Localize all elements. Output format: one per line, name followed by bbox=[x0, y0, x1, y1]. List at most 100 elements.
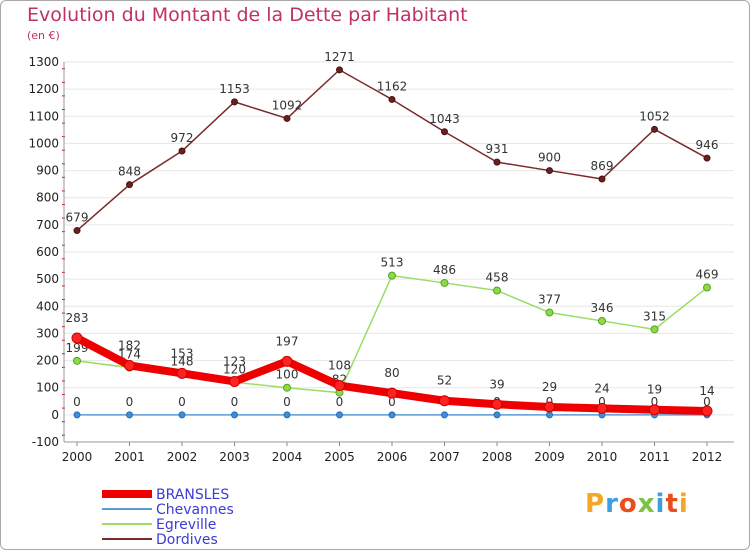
series-dordives: 679 848 972 1153 1092 1271 1162 1043 931 900 869 10… bbox=[66, 50, 718, 235]
data-label: 486 bbox=[433, 263, 456, 277]
data-point bbox=[493, 411, 501, 419]
legend-label: BRANSLES bbox=[156, 487, 229, 503]
data-label: 0 bbox=[178, 395, 186, 409]
series-bransles: 283 182 153 123 197 108 80 52 39 29 24 19 14 bbox=[66, 311, 715, 417]
x-tick-label: 2010 bbox=[587, 450, 618, 464]
data-point bbox=[386, 387, 398, 399]
data-point bbox=[439, 395, 450, 407]
data-point bbox=[440, 278, 449, 287]
data-point bbox=[336, 411, 343, 419]
data-label: 108 bbox=[328, 359, 351, 373]
data-label: 346 bbox=[591, 301, 614, 315]
data-point bbox=[651, 125, 658, 133]
data-label: 197 bbox=[276, 334, 299, 348]
data-label: 1271 bbox=[324, 50, 355, 64]
data-point bbox=[493, 158, 501, 166]
x-tick-label: 2007 bbox=[429, 450, 460, 464]
data-label: 513 bbox=[381, 256, 404, 270]
data-label: 1162 bbox=[377, 79, 408, 93]
data-label: 1092 bbox=[272, 98, 303, 112]
data-point bbox=[231, 411, 238, 419]
data-point bbox=[703, 154, 711, 162]
proxiti-logo: Proxiti bbox=[585, 489, 689, 519]
x-tick-label: 2011 bbox=[639, 450, 670, 464]
data-label: 29 bbox=[542, 380, 557, 394]
data-label: 0 bbox=[73, 395, 81, 409]
x-tick-label: 2005 bbox=[324, 450, 355, 464]
data-point bbox=[388, 411, 396, 419]
data-label: 0 bbox=[651, 395, 659, 409]
data-point bbox=[388, 95, 396, 103]
data-point bbox=[596, 402, 608, 414]
data-point bbox=[73, 411, 81, 419]
data-label: 0 bbox=[231, 395, 239, 409]
data-point bbox=[388, 271, 396, 280]
data-label: 0 bbox=[336, 395, 344, 409]
legend-label: Egreville bbox=[156, 517, 216, 533]
data-label: 1052 bbox=[639, 109, 670, 123]
data-point bbox=[598, 316, 606, 325]
data-label: 0 bbox=[388, 395, 396, 409]
data-label: 1153 bbox=[219, 82, 250, 96]
y-tick-label: 100 bbox=[36, 381, 59, 395]
x-tick-label: 2006 bbox=[377, 450, 408, 464]
data-label: 182 bbox=[118, 338, 141, 352]
y-tick-label: 500 bbox=[36, 272, 59, 286]
data-label: 972 bbox=[171, 131, 194, 145]
data-label: 19 bbox=[647, 383, 662, 397]
data-label: 458 bbox=[486, 271, 509, 285]
data-label: 123 bbox=[223, 354, 246, 368]
data-point bbox=[491, 398, 503, 410]
data-label: 931 bbox=[486, 142, 509, 156]
data-point bbox=[178, 147, 186, 155]
data-point bbox=[283, 411, 291, 419]
data-point bbox=[336, 66, 343, 74]
data-label: 24 bbox=[594, 381, 609, 395]
data-label: 100 bbox=[276, 368, 299, 382]
data-point bbox=[283, 383, 291, 392]
data-point bbox=[229, 375, 240, 387]
x-tick-label: 2003 bbox=[219, 450, 250, 464]
data-point bbox=[231, 98, 238, 106]
y-tick-label: 300 bbox=[36, 326, 59, 340]
x-tick-label: 2009 bbox=[534, 450, 565, 464]
data-point bbox=[701, 405, 713, 417]
data-point bbox=[281, 355, 293, 367]
y-tick-label: 0 bbox=[51, 408, 59, 422]
data-label: 0 bbox=[283, 395, 291, 409]
data-point bbox=[598, 175, 606, 183]
data-point bbox=[71, 332, 83, 344]
data-label: 0 bbox=[703, 395, 711, 409]
x-tick-label: 2004 bbox=[272, 450, 303, 464]
data-label: 469 bbox=[696, 268, 719, 282]
data-label: 848 bbox=[118, 165, 141, 179]
data-label: 153 bbox=[171, 346, 194, 360]
y-tick-label: 1200 bbox=[28, 82, 59, 96]
data-point bbox=[493, 286, 501, 295]
y-tick-label: -100 bbox=[32, 435, 59, 449]
legend-label: Chevannes bbox=[156, 502, 234, 518]
x-tick-label: 2008 bbox=[482, 450, 513, 464]
data-label: 315 bbox=[643, 309, 666, 323]
data-point bbox=[544, 401, 555, 413]
data-point bbox=[124, 359, 135, 371]
data-point bbox=[178, 411, 186, 419]
data-label: 869 bbox=[591, 159, 614, 173]
data-label: 679 bbox=[66, 211, 89, 225]
y-tick-label: 700 bbox=[36, 218, 59, 232]
data-point bbox=[176, 367, 188, 379]
y-tick-label: 1100 bbox=[28, 109, 59, 123]
data-label: 1043 bbox=[429, 112, 460, 126]
data-point bbox=[126, 411, 133, 419]
data-label: 377 bbox=[538, 293, 561, 307]
data-label: 283 bbox=[66, 311, 89, 325]
y-tick-label: 200 bbox=[36, 354, 59, 368]
chart-subtitle: (en €) bbox=[27, 29, 60, 42]
data-label: 0 bbox=[126, 395, 134, 409]
data-label: 39 bbox=[489, 377, 504, 391]
data-label: 148 bbox=[171, 355, 194, 369]
data-point bbox=[703, 283, 711, 292]
data-point bbox=[546, 167, 553, 175]
